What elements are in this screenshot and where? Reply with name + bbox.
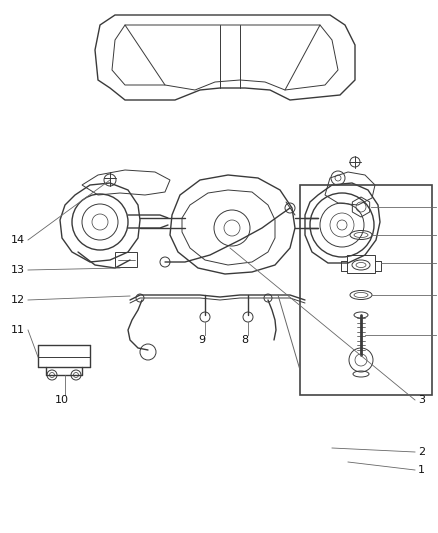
Bar <box>115 252 137 267</box>
Text: 14: 14 <box>11 235 25 245</box>
Text: 12: 12 <box>11 295 25 305</box>
Bar <box>300 185 432 395</box>
Text: 11: 11 <box>11 325 25 335</box>
Text: 13: 13 <box>11 265 25 275</box>
Text: 10: 10 <box>55 395 69 405</box>
Text: 2: 2 <box>418 447 425 457</box>
Text: 9: 9 <box>198 335 205 345</box>
Bar <box>347 255 375 273</box>
Text: 3: 3 <box>418 395 425 405</box>
Text: 1: 1 <box>418 465 425 475</box>
Text: 8: 8 <box>241 335 248 345</box>
